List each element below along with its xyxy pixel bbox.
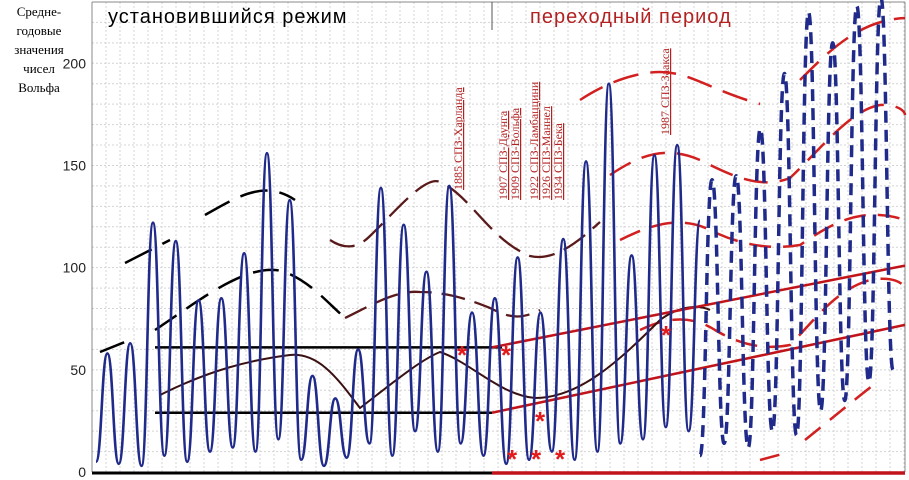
reference-lines (92, 264, 906, 475)
steady-envelopes (99, 189, 346, 354)
event-label-1934: 1934 СПЗ-Бека (551, 122, 565, 200)
event-star-marker: * (501, 340, 512, 370)
y-tick-label: 0 (78, 464, 86, 480)
event-label-1987: 1987 СПЗ-Заакса (658, 48, 672, 135)
forecast-envelopes (579, 16, 907, 462)
data-series (94, 0, 895, 468)
event-label-1907: 1907 СПЗ-Даунга (496, 110, 510, 200)
event-label-1926: 1926 СПЗ-Маннел (539, 106, 553, 200)
y-label-line-3: значения (14, 42, 64, 57)
event-label-1885: 1885 СПЗ-Харланда (451, 87, 465, 190)
ref-line-red-lower (491, 323, 906, 414)
event-markers: * * * * * * * (457, 320, 672, 474)
y-tick-label: 150 (63, 157, 87, 173)
forecast-env-4 (639, 277, 907, 349)
ref-line-red-upper (491, 264, 906, 349)
series-forecast (698, 0, 895, 458)
event-star-marker: * (555, 444, 566, 474)
series-observed (94, 82, 702, 468)
event-star-marker: * (507, 444, 518, 474)
region-label-steady: установившийся режим (108, 6, 348, 28)
y-axis-label: Средне- годовые значения чисел Вольфа (0, 2, 78, 97)
envelope-mid-steady (99, 268, 346, 354)
smoothed-trend-curve (159, 306, 711, 410)
envelope-upper-brown (329, 180, 601, 259)
forecast-env-3 (619, 213, 906, 249)
event-star-marker: * (531, 444, 542, 474)
event-label-1922: 1922 СПЗ-Ламбаццини (527, 81, 541, 200)
y-tick-labels: 0 50 100 150 200 (63, 55, 87, 480)
event-star-marker: * (535, 406, 546, 436)
event-star-marker: * (661, 320, 672, 350)
y-tick-label: 100 (63, 260, 87, 276)
y-label-line-4: чисел (23, 61, 55, 76)
forecast-env-5 (759, 379, 881, 462)
envelope-upper-steady-2 (204, 189, 296, 217)
region-label-transition: переходный период (530, 6, 732, 28)
y-label-line-2: годовые (16, 23, 62, 38)
forecast-env-1 (579, 16, 906, 106)
event-star-marker: * (457, 340, 468, 370)
event-label-1909: 1909 СПЗ-Вольфа (508, 107, 522, 200)
envelope-upper-steady (124, 238, 171, 265)
y-label-line-5: Вольфа (18, 80, 60, 95)
y-tick-label: 200 (63, 55, 87, 71)
y-tick-label: 50 (70, 362, 86, 378)
y-label-line-1: Средне- (16, 4, 62, 19)
